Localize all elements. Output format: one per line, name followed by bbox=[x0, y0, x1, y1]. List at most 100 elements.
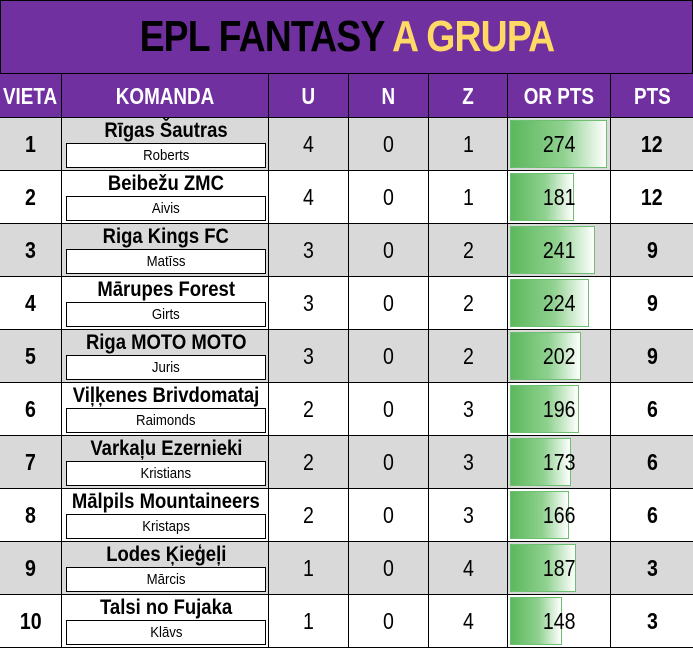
cell-u: 3 bbox=[269, 277, 349, 329]
or-pts-value: 181 bbox=[542, 183, 576, 210]
cell-pts: 6 bbox=[646, 448, 658, 475]
cell-vieta: 3 bbox=[0, 224, 62, 276]
team-owner: Mārcis bbox=[66, 568, 266, 592]
cell-or-pts: 241 bbox=[508, 224, 611, 276]
or-pts-value: 166 bbox=[542, 501, 576, 528]
or-pts-bar bbox=[510, 597, 563, 645]
or-pts-value: 173 bbox=[542, 448, 576, 475]
team-name: Riga Kings FC bbox=[66, 224, 266, 250]
or-pts-value: 274 bbox=[542, 130, 576, 157]
cell-team: Riga MOTO MOTO Juris bbox=[62, 330, 269, 382]
cell-vieta: 9 bbox=[0, 542, 62, 594]
table-row: 8 Mālpils Mountaineers Kristaps 2 0 3 166 6 bbox=[0, 489, 693, 542]
team-name: Mālpils Mountaineers bbox=[66, 489, 266, 515]
cell-vieta: 2 bbox=[0, 171, 62, 223]
cell-team: Lodes Ķieģeļi Mārcis bbox=[62, 542, 269, 594]
cell-team: Riga Kings FC Matīss bbox=[62, 224, 269, 276]
team-owner: Girts bbox=[66, 303, 266, 327]
or-pts-value: 148 bbox=[542, 607, 576, 634]
or-pts-bar bbox=[510, 226, 596, 274]
or-pts-bar bbox=[510, 491, 569, 539]
or-pts-bar bbox=[510, 279, 590, 327]
cell-or-pts: 224 bbox=[508, 277, 611, 329]
cell-z: 2 bbox=[429, 330, 508, 382]
cell-vieta: 8 bbox=[0, 489, 62, 541]
or-pts-value: 224 bbox=[542, 289, 576, 316]
table-row: 3 Riga Kings FC Matīss 3 0 2 241 9 bbox=[0, 224, 693, 277]
cell-pts: 3 bbox=[646, 607, 658, 634]
cell-n: 0 bbox=[349, 383, 429, 435]
table-row: 1 Rīgas Šautras Roberts 4 0 1 274 12 bbox=[0, 118, 693, 171]
cell-n: 0 bbox=[349, 277, 429, 329]
table-row: 10 Talsi no Fujaka Klāvs 1 0 4 148 3 bbox=[0, 595, 693, 648]
cell-u: 3 bbox=[269, 224, 349, 276]
cell-u: 1 bbox=[269, 542, 349, 594]
cell-or-pts: 148 bbox=[508, 595, 611, 647]
cell-u: 2 bbox=[269, 436, 349, 488]
cell-or-pts: 196 bbox=[508, 383, 611, 435]
team-name: Varkaļu Ezernieki bbox=[66, 436, 266, 462]
cell-team: Mālpils Mountaineers Kristaps bbox=[62, 489, 269, 541]
cell-u: 2 bbox=[269, 489, 349, 541]
or-pts-bar bbox=[510, 332, 582, 380]
cell-vieta: 1 bbox=[0, 118, 62, 170]
cell-or-pts: 173 bbox=[508, 436, 611, 488]
cell-u: 3 bbox=[269, 330, 349, 382]
or-pts-bar bbox=[510, 544, 577, 592]
cell-u: 4 bbox=[269, 171, 349, 223]
cell-z: 3 bbox=[429, 383, 508, 435]
cell-vieta: 5 bbox=[0, 330, 62, 382]
or-pts-value: 196 bbox=[542, 395, 576, 422]
or-pts-bar bbox=[510, 385, 580, 433]
cell-pts: 6 bbox=[646, 501, 658, 528]
cell-pts: 9 bbox=[646, 289, 658, 316]
team-owner: Matīss bbox=[66, 250, 266, 274]
cell-team: Varkaļu Ezernieki Kristians bbox=[62, 436, 269, 488]
cell-or-pts: 181 bbox=[508, 171, 611, 223]
cell-n: 0 bbox=[349, 118, 429, 170]
team-owner: Kristians bbox=[66, 462, 266, 486]
or-pts-bar bbox=[510, 120, 607, 168]
cell-u: 1 bbox=[269, 595, 349, 647]
team-name: Beibežu ZMC bbox=[66, 171, 266, 197]
cell-z: 4 bbox=[429, 542, 508, 594]
cell-or-pts: 274 bbox=[508, 118, 611, 170]
team-owner: Roberts bbox=[66, 144, 266, 168]
cell-or-pts: 166 bbox=[508, 489, 611, 541]
cell-vieta: 6 bbox=[0, 383, 62, 435]
title-accent: A GRUPA bbox=[391, 12, 554, 61]
title-main: EPL FANTASY bbox=[139, 12, 384, 61]
team-owner: Raimonds bbox=[66, 409, 266, 433]
cell-vieta: 4 bbox=[0, 277, 62, 329]
cell-pts: 12 bbox=[641, 183, 663, 210]
or-pts-value: 187 bbox=[542, 554, 576, 581]
cell-or-pts: 202 bbox=[508, 330, 611, 382]
cell-n: 0 bbox=[349, 542, 429, 594]
table-row: 7 Varkaļu Ezernieki Kristians 2 0 3 173 6 bbox=[0, 436, 693, 489]
cell-pts: 12 bbox=[641, 130, 663, 157]
or-pts-value: 202 bbox=[542, 342, 576, 369]
table-row: 4 Mārupes Forest Girts 3 0 2 224 9 bbox=[0, 277, 693, 330]
cell-pts: 9 bbox=[646, 342, 658, 369]
header-u: U bbox=[269, 74, 349, 118]
team-name: Viļķenes Brivdomataj bbox=[66, 383, 266, 409]
team-name: Rīgas Šautras bbox=[66, 118, 266, 144]
team-name: Riga MOTO MOTO bbox=[66, 330, 266, 356]
cell-vieta: 10 bbox=[0, 595, 62, 647]
cell-z: 1 bbox=[429, 118, 508, 170]
cell-z: 3 bbox=[429, 489, 508, 541]
cell-z: 4 bbox=[429, 595, 508, 647]
cell-pts: 3 bbox=[646, 554, 658, 581]
cell-n: 0 bbox=[349, 595, 429, 647]
cell-team: Rīgas Šautras Roberts bbox=[62, 118, 269, 170]
cell-n: 0 bbox=[349, 330, 429, 382]
header-vieta: VIETA bbox=[0, 74, 62, 118]
cell-n: 0 bbox=[349, 171, 429, 223]
cell-z: 2 bbox=[429, 224, 508, 276]
team-owner: Klāvs bbox=[66, 621, 266, 645]
team-name: Lodes Ķieģeļi bbox=[66, 542, 266, 568]
table-row: 6 Viļķenes Brivdomataj Raimonds 2 0 3 196 6 bbox=[0, 383, 693, 436]
cell-n: 0 bbox=[349, 436, 429, 488]
page-title: EPL FANTASY A GRUPA bbox=[139, 12, 555, 62]
